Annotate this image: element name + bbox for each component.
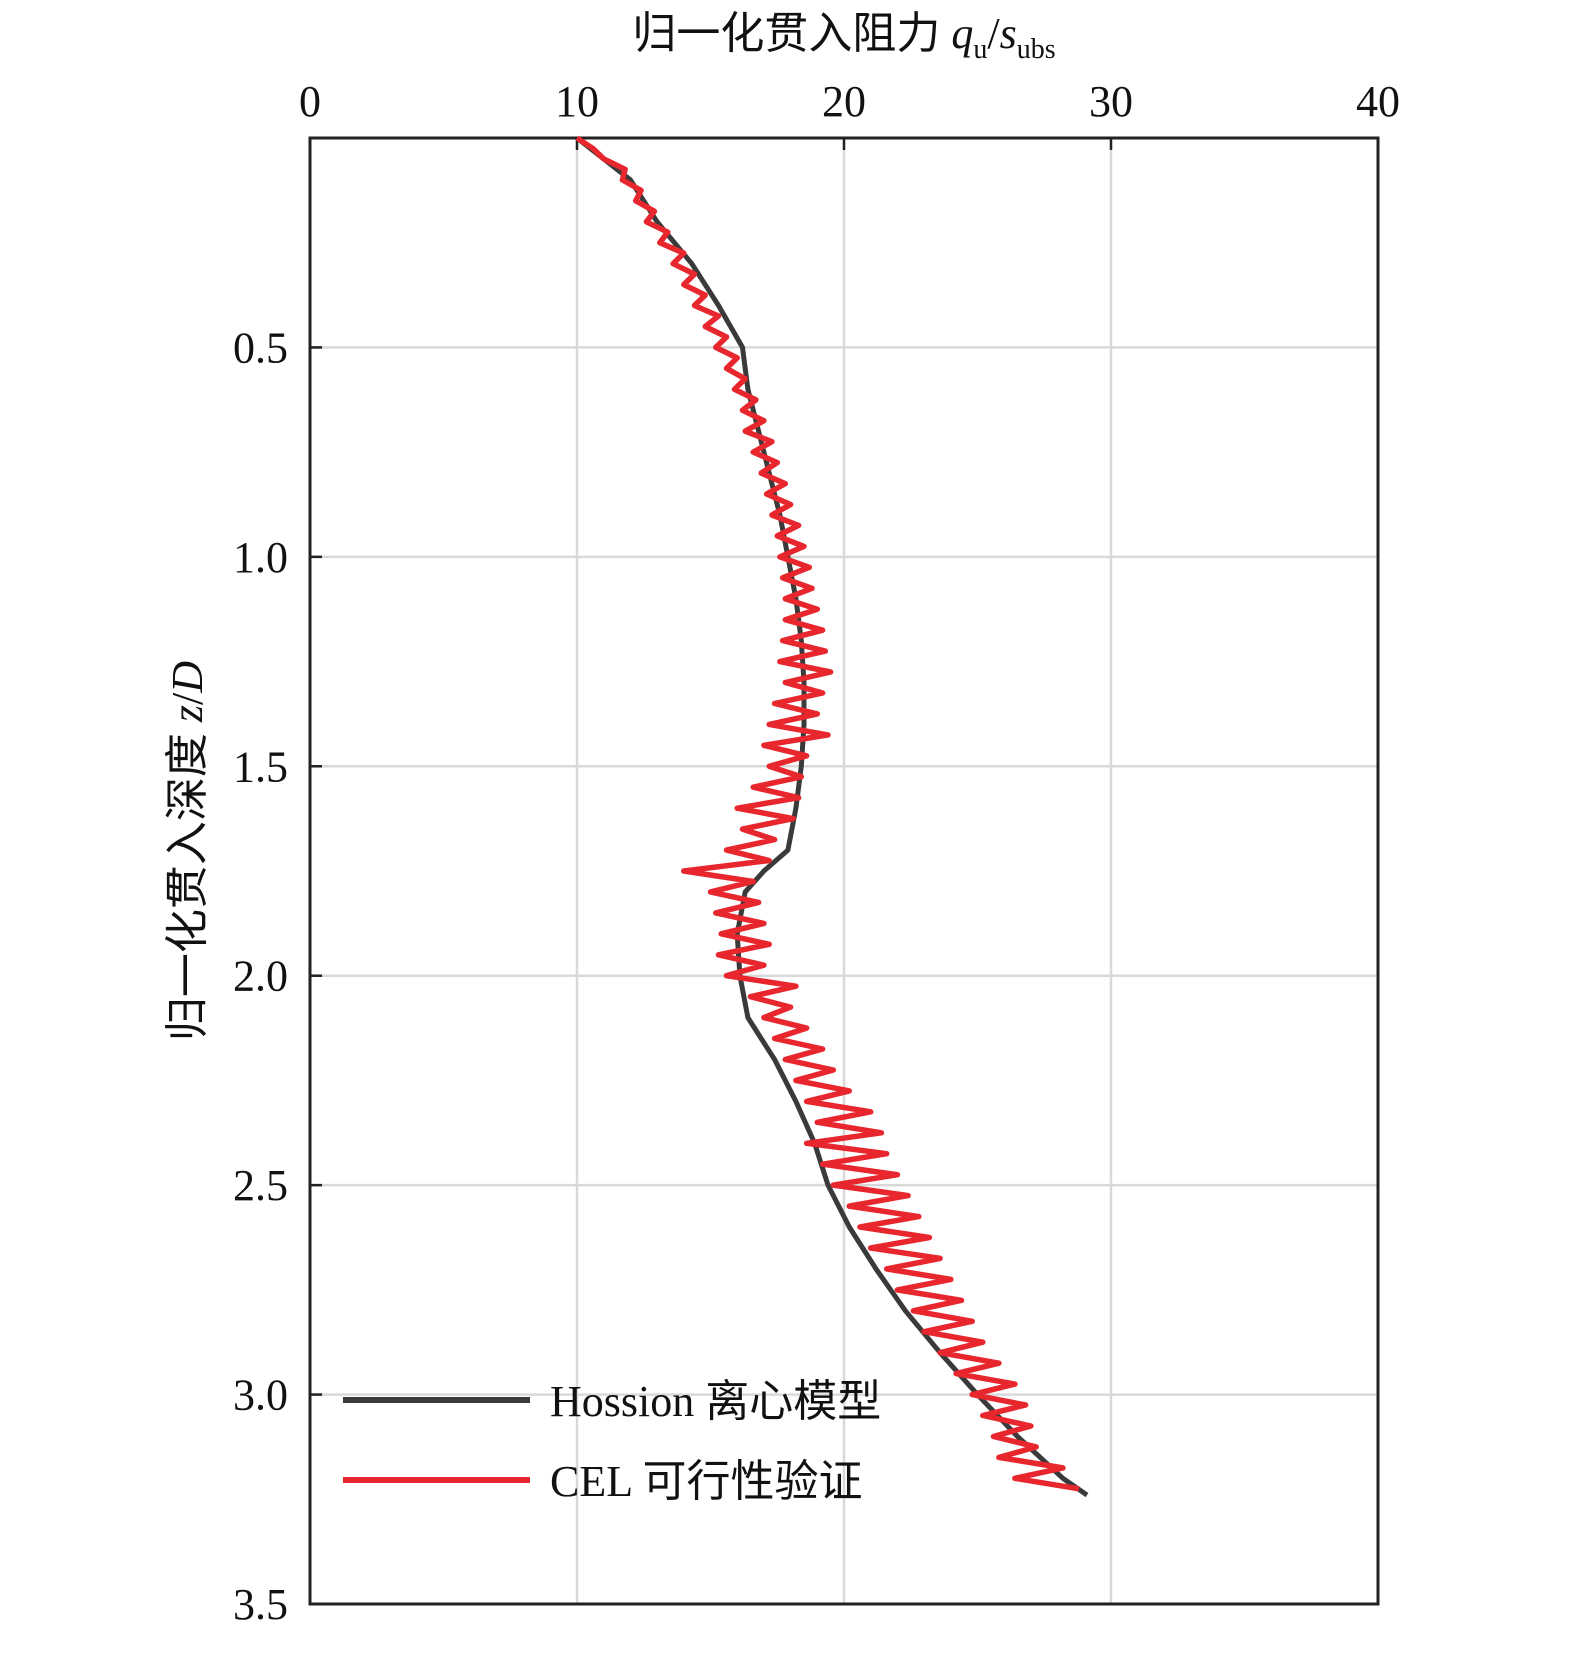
legend-label: Hossion 离心模型 [550,1377,881,1426]
x-axis-label-part: q [951,9,973,58]
x-axis-label-part: / [987,9,1000,58]
y-axis-label-part: / [163,692,212,705]
y-tick-label: 3.0 [233,1371,288,1420]
legend-label: CEL 可行性验证 [550,1457,862,1506]
x-axis-label-part: 归一化贯入阻力 [632,9,951,58]
series-line [575,136,1089,1498]
y-tick-label: 1.0 [233,533,288,582]
x-tick-label: 20 [822,77,866,126]
series-line [575,135,1080,1492]
y-axis-label: 归一化贯入深度 z/D [163,661,212,1041]
x-axis-label-part: ubs [1017,34,1056,65]
x-axis-label-part: u [973,34,987,65]
y-axis-label-part: 归一化贯入深度 [163,722,212,1041]
y-tick-label: 2.5 [233,1161,288,1210]
x-tick-label: 30 [1089,77,1133,126]
x-axis-label-part: s [1000,9,1017,58]
x-tick-label: 10 [555,77,599,126]
y-tick-label: 0.5 [233,323,288,372]
x-tick-label: 40 [1356,77,1400,126]
y-tick-label: 3.5 [233,1580,288,1629]
y-tick-label: 1.5 [233,742,288,791]
y-tick-label: 2.0 [233,952,288,1001]
plot-frame [308,136,1380,1606]
y-axis-label-part: D [163,661,212,694]
x-axis-label: 归一化贯入阻力 qu/subs [632,9,1055,65]
x-tick-label: 0 [299,77,321,126]
y-axis-label-part: z [163,705,212,723]
